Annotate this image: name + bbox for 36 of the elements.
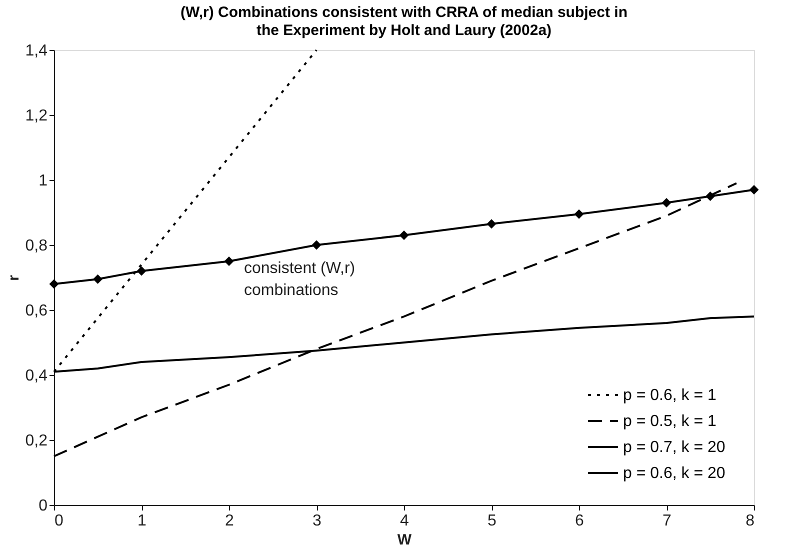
- y-tick-label: 1,4: [25, 42, 48, 60]
- x-tick-label: 6: [575, 512, 584, 530]
- x-tick-label: 5: [488, 512, 497, 530]
- point: [574, 209, 584, 219]
- point: [749, 185, 759, 194]
- point: [49, 279, 59, 289]
- legend-label: p = 0.6, k = 20: [623, 465, 726, 482]
- legend-label: p = 0.7, k = 20: [623, 439, 726, 456]
- x-tick-label: 4: [400, 512, 410, 530]
- y-axis-title: r: [5, 274, 22, 281]
- y-tick-label: 0,6: [25, 302, 48, 320]
- point: [486, 219, 496, 229]
- x-tick-label: 1: [138, 512, 147, 530]
- x-tick-label: 7: [662, 512, 672, 530]
- x-tick-label: 3: [312, 512, 322, 530]
- point: [706, 192, 715, 201]
- x-tick-label: 2: [225, 512, 234, 530]
- point: [93, 274, 102, 284]
- point: [312, 240, 322, 250]
- annotation: consistent (W,r) combinations: [244, 260, 356, 299]
- point: [136, 266, 146, 276]
- legend-label: p = 0.5, k = 1: [623, 413, 716, 430]
- y-tick-label: 1,2: [25, 108, 48, 124]
- legend-label: p = 0.6, k = 1: [623, 387, 716, 404]
- y-tick-label: 0,2: [25, 432, 48, 450]
- y-tick-label: 0,8: [25, 238, 48, 254]
- y-tick-label: 0: [38, 498, 48, 514]
- point: [662, 198, 672, 208]
- chart-title: (W,r) Combinations consistent with CRRA of median subject in the Experiment by Holt and Laury (2002a): [180, 4, 628, 39]
- x-tick-label: 0: [54, 512, 64, 530]
- x-axis-title: W: [397, 532, 412, 548]
- y-tick-label: 1: [38, 172, 48, 190]
- x-tick-label: 8: [746, 512, 755, 530]
- point: [224, 256, 234, 266]
- y-tick-label: 0,4: [25, 368, 48, 384]
- point: [399, 230, 409, 240]
